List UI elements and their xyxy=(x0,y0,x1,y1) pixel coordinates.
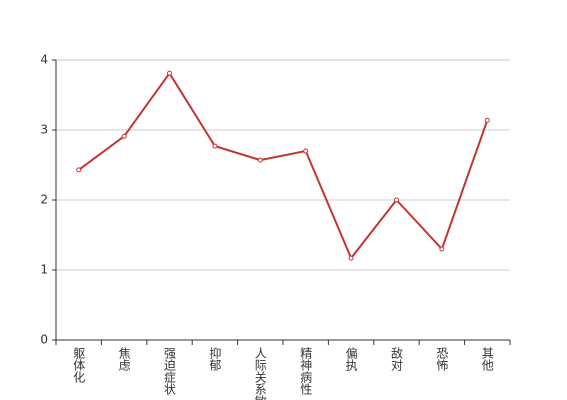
y-tick-label: 4 xyxy=(40,53,48,67)
x-tick-label: 其他 xyxy=(480,347,494,371)
x-tick-label: 偏执 xyxy=(344,346,358,372)
point xyxy=(394,197,399,203)
point xyxy=(484,117,490,123)
point xyxy=(439,246,445,252)
point xyxy=(167,70,172,76)
point xyxy=(257,157,263,163)
y-tick-label: 0 xyxy=(40,333,48,347)
point xyxy=(121,133,127,139)
line xyxy=(78,71,489,261)
point xyxy=(348,255,354,261)
x-tick-label: 敌对 xyxy=(390,346,404,371)
point xyxy=(76,167,82,173)
point xyxy=(212,143,218,149)
x-tick-label: 人际关系敏感 xyxy=(253,347,267,400)
y-tick-label: 3 xyxy=(40,123,48,137)
point xyxy=(303,148,309,154)
x-tick-label: 抑郁 xyxy=(208,346,222,372)
y-tick-label: 1 xyxy=(40,263,48,277)
x-tick-label: 精神病性 xyxy=(299,347,313,396)
x-tick-label: 焦虑 xyxy=(117,347,131,371)
x-tick-label: 强迫症状 xyxy=(163,347,177,395)
x-tick-label: 恐怖 xyxy=(435,347,449,371)
x-tick-label: 躯体化 xyxy=(72,346,86,384)
y-tick-label: 2 xyxy=(40,193,48,207)
